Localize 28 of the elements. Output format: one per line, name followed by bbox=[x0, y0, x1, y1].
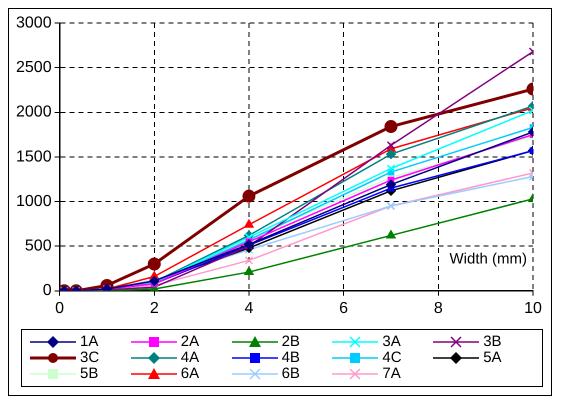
y-tick-label: 1000 bbox=[16, 192, 52, 210]
x-tick-label: 2 bbox=[150, 300, 159, 317]
y-tick-label: 1500 bbox=[16, 148, 52, 166]
y-tick-label: 500 bbox=[24, 238, 52, 255]
y-tick-label: 0 bbox=[42, 282, 52, 300]
y-tick-label: 3000 bbox=[16, 14, 52, 32]
legend-label: 3C bbox=[80, 349, 100, 366]
legend-label: 5A bbox=[483, 349, 502, 366]
legend-label: 3B bbox=[483, 333, 502, 350]
x-tick-label: 0 bbox=[55, 300, 64, 317]
legend-label: 7A bbox=[382, 365, 401, 382]
y-tick-label: 2000 bbox=[16, 104, 52, 121]
legend-label: 5B bbox=[80, 365, 98, 382]
y-tick-label: 2500 bbox=[16, 59, 52, 76]
legend-label: 4B bbox=[282, 349, 300, 366]
legend-label: 6B bbox=[282, 365, 300, 382]
legend-label: 1A bbox=[80, 333, 98, 350]
x-axis-title: Width (mm) bbox=[450, 250, 527, 268]
x-tick-label: 10 bbox=[524, 300, 542, 317]
legend-label: 6A bbox=[180, 365, 200, 382]
x-tick-label: 4 bbox=[244, 300, 254, 317]
legend-label: 4C bbox=[382, 349, 402, 366]
x-tick-label: 8 bbox=[434, 300, 443, 317]
legend-label: 2B bbox=[282, 333, 300, 350]
legend-label: 2A bbox=[180, 333, 200, 350]
legend-label: 4A bbox=[180, 349, 200, 366]
legend-label: 3A bbox=[382, 333, 401, 350]
x-tick-label: 6 bbox=[339, 300, 348, 317]
